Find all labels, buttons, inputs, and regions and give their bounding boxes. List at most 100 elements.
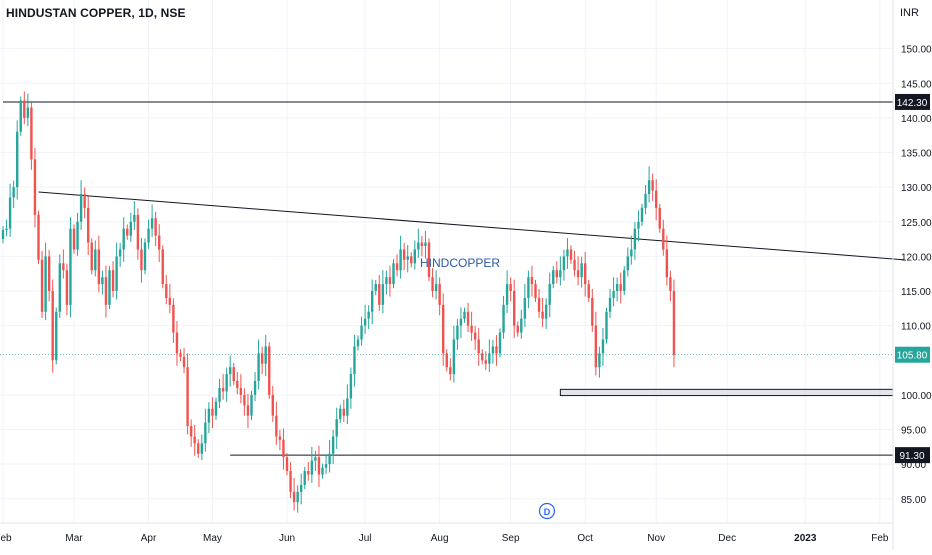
candle-body <box>136 214 140 250</box>
candle-body <box>303 471 306 485</box>
candle-body <box>672 291 676 355</box>
candle-body <box>55 311 58 361</box>
time-tick-label: Aug <box>431 533 449 544</box>
candle-body <box>104 277 108 305</box>
candle-body <box>200 443 203 454</box>
candle-body <box>381 284 385 305</box>
candle-body <box>243 394 246 406</box>
candle-body <box>498 332 502 354</box>
candle-body <box>90 242 93 271</box>
candle-body <box>72 228 76 250</box>
candle-body <box>505 284 509 305</box>
time-axis[interactable]: Feb Mar Apr May Jun Jul Aug Sep Oct Nov Dec 2023 Feb <box>0 522 893 544</box>
price-labels: 142.30 91.30 105.80 <box>895 93 930 464</box>
candle-body <box>662 228 665 250</box>
candle-body <box>289 471 292 492</box>
candle-body <box>140 249 143 271</box>
candle-body <box>431 277 434 292</box>
candle-body <box>619 284 622 292</box>
candle-body <box>576 270 580 278</box>
candle-body <box>509 284 512 292</box>
candle-body <box>12 187 15 198</box>
candle-body <box>229 367 232 375</box>
candle-body <box>363 318 367 326</box>
price-axis[interactable]: 150.00 145.00 140.00 135.00 130.00 125.00 120.… <box>892 0 932 550</box>
candle-body <box>584 263 587 285</box>
candle-body <box>399 249 402 271</box>
time-tick-label: Feb <box>0 533 12 544</box>
time-tick-label: Apr <box>141 533 157 544</box>
candle-body <box>221 387 225 392</box>
candle-body <box>331 436 335 454</box>
candle-body <box>186 367 189 427</box>
candle-body <box>488 353 491 364</box>
candle-body <box>626 256 629 271</box>
candle-body <box>317 457 321 475</box>
candle-body <box>307 471 310 475</box>
candle-body <box>225 374 228 392</box>
price-tick-label: 85.00 <box>901 495 926 506</box>
candle-body <box>218 387 221 402</box>
candle-body <box>598 353 601 368</box>
candle-body <box>449 367 452 375</box>
candle-body <box>111 270 115 292</box>
last-price-label: 105.80 <box>897 351 928 362</box>
candle-body <box>463 311 466 319</box>
candle-body <box>257 353 260 382</box>
price-tick-label: 140.00 <box>901 114 932 125</box>
candle-body <box>182 356 186 368</box>
candle-body <box>520 318 523 333</box>
candle-body <box>349 374 353 399</box>
time-tick-label: Nov <box>647 533 665 544</box>
candle-body <box>122 228 125 250</box>
event-marker[interactable]: D <box>538 502 556 520</box>
price-tick-label: 90.00 <box>901 460 926 471</box>
candle-body <box>147 228 150 243</box>
candle-body <box>410 256 413 264</box>
candle-body <box>16 131 19 188</box>
candle-body <box>5 228 8 231</box>
candle-body <box>193 436 196 444</box>
price-tick-label: 150.00 <box>901 45 932 56</box>
candle-body <box>481 353 484 361</box>
candle-body <box>324 464 328 468</box>
candle-body <box>548 284 551 305</box>
candle-body <box>197 443 200 454</box>
candle-body <box>264 346 267 364</box>
candle-body <box>473 332 477 340</box>
candle-body <box>424 242 427 246</box>
event-marker-label: D <box>544 507 551 517</box>
candle-body <box>328 453 331 465</box>
candle-body <box>459 318 463 326</box>
candle-body <box>133 214 136 222</box>
candle-body <box>51 291 54 361</box>
symbol-title[interactable]: HINDUSTAN COPPER, 1D, NSE <box>6 6 186 20</box>
level-price-label-box <box>895 447 930 464</box>
time-tick-label: Jul <box>359 533 372 544</box>
support-zone <box>559 388 894 397</box>
level-price-label: 142.30 <box>897 98 928 109</box>
candle-body <box>623 270 626 292</box>
candle-body <box>523 297 527 319</box>
candle-body <box>79 194 83 222</box>
price-tick-label: 95.00 <box>901 426 926 437</box>
symbol-watermark: HINDCOPPER <box>420 256 500 270</box>
time-tick-label: Dec <box>718 533 736 544</box>
candle-body <box>250 394 253 416</box>
candle-body <box>37 214 40 260</box>
event-marker-circle[interactable] <box>538 502 556 520</box>
time-tick-label: 2023 <box>794 533 817 544</box>
candle-body <box>285 457 289 472</box>
candle-body <box>172 304 175 333</box>
candle-body <box>129 221 132 236</box>
candle-body <box>101 277 104 285</box>
candle-body <box>573 259 576 271</box>
candle-body <box>633 228 637 250</box>
time-tick-label: Jun <box>279 533 295 544</box>
candle-body <box>356 339 360 347</box>
candle-body <box>378 284 381 305</box>
candle-body <box>30 107 33 160</box>
candle-body <box>371 291 374 312</box>
